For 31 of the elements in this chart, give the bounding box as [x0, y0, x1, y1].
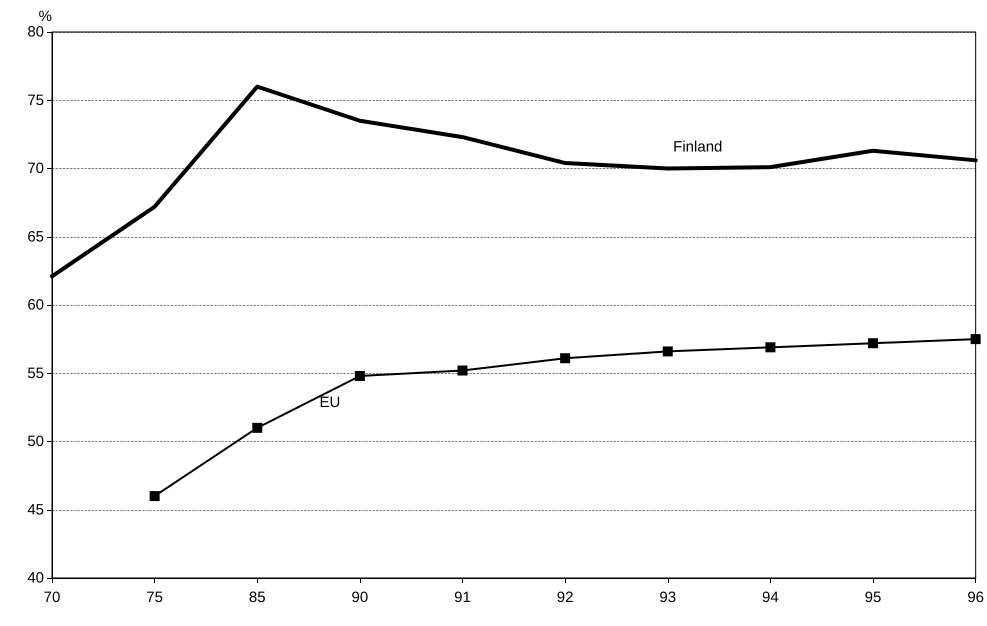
point: [662, 346, 673, 356]
point: [252, 422, 262, 433]
x-tick-label: 75: [146, 589, 163, 606]
x-tick-label: 92: [556, 589, 574, 606]
y-tick-label: 80: [27, 24, 44, 40]
y-tick-label: 45: [27, 501, 44, 518]
x-tick-label: 70: [44, 589, 60, 606]
point: [354, 370, 365, 381]
series-label: Finland: [673, 138, 722, 156]
point: [970, 334, 981, 344]
x-tick-label: 94: [762, 589, 779, 606]
y-axis-title: %: [38, 8, 52, 25]
x-tick-label: 96: [967, 589, 984, 606]
y-tick-label: 65: [27, 228, 44, 246]
x-tick-label: 95: [864, 589, 882, 606]
y-tick-label: 70: [27, 160, 44, 177]
point: [765, 342, 776, 352]
point: [150, 491, 160, 502]
x-tick-label: 85: [248, 589, 266, 606]
y-tick-label: 40: [27, 570, 44, 586]
point: [458, 366, 468, 376]
x-tick-label: 93: [659, 589, 676, 606]
series-label: EU: [319, 394, 340, 411]
x-tick-label: 90: [352, 589, 368, 606]
x-tick-label: 91: [454, 589, 471, 606]
point: [868, 338, 878, 348]
y-tick-label: 60: [27, 296, 44, 314]
y-tick-label: 50: [27, 433, 44, 450]
y-tick-label: 55: [27, 364, 44, 382]
y-tick-label: 75: [27, 92, 44, 109]
point: [560, 353, 570, 364]
